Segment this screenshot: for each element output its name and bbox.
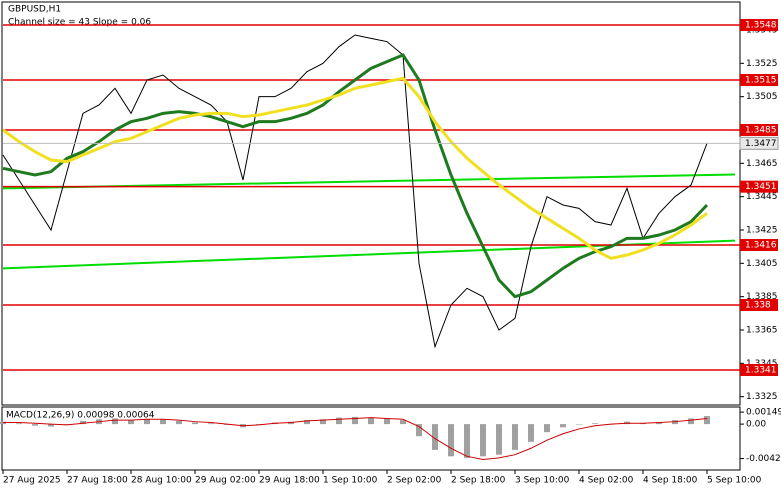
- macd-bar: [176, 420, 182, 425]
- level-label: 1.3515: [745, 76, 777, 86]
- macd-bar: [704, 416, 710, 425]
- level-label: 1.338: [745, 301, 771, 311]
- macd-bar: [80, 420, 86, 425]
- macd-bar: [688, 418, 694, 425]
- chart-subtitle: Channel size = 43 Slope = 0.06: [8, 18, 151, 28]
- x-tick-label: 28 Aug 10:00: [131, 476, 192, 486]
- series-line: [3, 417, 708, 461]
- macd-bar: [576, 424, 582, 425]
- x-tick-label: 27 Aug 2025: [3, 476, 61, 486]
- level-box: [740, 124, 778, 136]
- macd-bar: [416, 424, 422, 437]
- macd-bar: [528, 424, 534, 442]
- chart-title: GBPUSD,H1: [8, 5, 61, 15]
- macd-bar: [464, 424, 470, 458]
- y-tick-label: 1.3325: [746, 392, 778, 402]
- y-tick-label: -0.00428: [746, 454, 781, 464]
- macd-bar: [544, 424, 550, 433]
- level-box: [740, 239, 778, 251]
- macd-bar: [656, 422, 662, 425]
- x-tick-label: 5 Sep 10:00: [707, 476, 762, 486]
- y-tick-label: 1.3525: [746, 59, 778, 69]
- macd-bar: [48, 424, 54, 427]
- y-tick-label: 1.3405: [746, 259, 778, 269]
- macd-bar: [336, 417, 342, 425]
- level-label: 1.3341: [745, 366, 777, 376]
- level-label: 1.3416: [745, 241, 777, 251]
- macd-bar: [192, 422, 198, 425]
- series-line: [2, 53, 709, 299]
- level-label: 1.3485: [745, 126, 777, 136]
- x-tick-label: 1 Sep 10:00: [323, 476, 378, 486]
- macd-bar: [560, 424, 566, 428]
- series-line: [2, 34, 708, 349]
- macd-bar: [208, 423, 214, 425]
- x-tick-label: 27 Aug 18:00: [67, 476, 128, 486]
- y-tick-label: 1.3425: [746, 226, 778, 236]
- macd-bar: [128, 420, 134, 425]
- macd-bar: [16, 423, 22, 425]
- macd-bar: [496, 424, 502, 455]
- x-tick-label: 29 Aug 18:00: [259, 476, 320, 486]
- current-price-box: [739, 136, 779, 150]
- macd-bar: [368, 417, 374, 425]
- y-tick-label: 1.3345: [746, 359, 778, 369]
- y-tick-label: 1.3385: [746, 292, 778, 302]
- macd-bar: [432, 424, 438, 450]
- y-tick-label: 1.3445: [746, 192, 778, 202]
- x-tick-label: 3 Sep 10:00: [515, 476, 570, 486]
- level-box: [740, 364, 778, 376]
- macd-bar: [160, 419, 166, 425]
- y-tick-label: 0.00: [746, 420, 766, 430]
- macd-label: MACD(12,26,9) 0.00098 0.00064: [6, 411, 155, 421]
- macd-bar: [32, 424, 38, 426]
- macd-frame: [1, 406, 741, 471]
- x-tick-label: 2 Sep 18:00: [451, 476, 506, 486]
- macd-bar: [480, 424, 486, 457]
- level-box: [740, 74, 778, 86]
- current-price-label: 1.3477: [745, 139, 777, 149]
- x-tick-label: 2 Sep 02:00: [387, 476, 442, 486]
- level-label: 1.3548: [745, 21, 777, 31]
- x-tick-label: 4 Sep 18:00: [643, 476, 698, 486]
- y-tick-label: 1.3365: [746, 326, 778, 336]
- macd-bar: [320, 419, 326, 425]
- level-box: [740, 299, 778, 311]
- level-box: [740, 19, 778, 31]
- macd-bar: [384, 418, 390, 425]
- y-tick-label: 0.00149: [746, 408, 781, 418]
- level-label: 1.3451: [745, 182, 777, 192]
- macd-bar: [304, 420, 310, 425]
- macd-bar: [256, 424, 262, 425]
- macd-bar: [352, 416, 358, 425]
- y-tick-label: 1.3505: [746, 92, 778, 102]
- macd-bar: [592, 423, 598, 425]
- x-tick-label: 4 Sep 02:00: [579, 476, 634, 486]
- price-frame: [1, 1, 741, 406]
- level-box: [740, 180, 778, 193]
- macd-bar: [144, 419, 150, 425]
- macd-bar: [448, 424, 454, 457]
- y-tick-label: 1.3465: [746, 159, 778, 169]
- x-tick-label: 29 Aug 02:00: [195, 476, 256, 486]
- macd-bar: [400, 420, 406, 425]
- macd-bar: [64, 424, 70, 425]
- macd-bar: [112, 418, 118, 425]
- series-line: [2, 76, 708, 260]
- macd-bar: [512, 424, 518, 450]
